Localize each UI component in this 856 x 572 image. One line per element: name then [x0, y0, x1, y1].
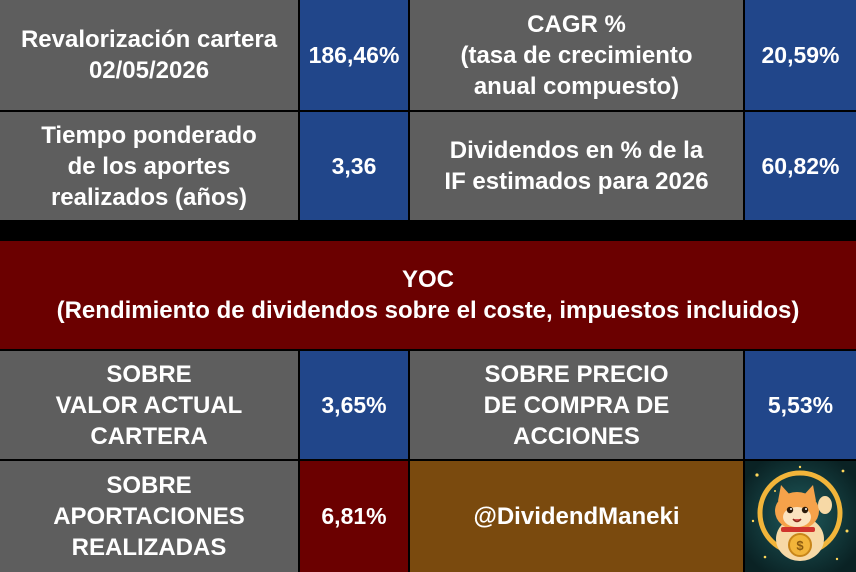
maneki-neko-logo-icon: $	[745, 461, 856, 572]
yoc-purchase-price-label: SOBRE PRECIO DE COMPRA DE ACCIONES	[410, 351, 743, 459]
dividends-if-value: 60,82%	[745, 112, 856, 220]
yoc-header: YOC (Rendimiento de dividendos sobre el …	[0, 241, 856, 349]
portfolio-revaluation-label: Revalorización cartera 02/05/2026	[0, 0, 298, 110]
cagr-value: 20,59%	[745, 0, 856, 110]
yoc-current-value-value: 3,65%	[300, 351, 408, 459]
weighted-contribution-time-value: 3,36	[300, 112, 408, 220]
yoc-current-value-label: SOBRE VALOR ACTUAL CARTERA	[0, 351, 298, 459]
maneki-neko-cat-icon: $	[745, 461, 856, 572]
social-handle: @DividendManeki	[410, 461, 743, 572]
svg-text:$: $	[796, 538, 804, 553]
yoc-contributions-value: 6,81%	[300, 461, 408, 572]
dividends-if-label: Dividendos en % de la IF estimados para …	[410, 112, 743, 220]
portfolio-revaluation-value: 186,46%	[300, 0, 408, 110]
cagr-label: CAGR % (tasa de crecimiento anual compue…	[410, 0, 743, 110]
weighted-contribution-time-label: Tiempo ponderado de los aportes realizad…	[0, 112, 298, 220]
yoc-purchase-price-value: 5,53%	[745, 351, 856, 459]
yoc-contributions-label: SOBRE APORTACIONES REALIZADAS	[0, 461, 298, 572]
